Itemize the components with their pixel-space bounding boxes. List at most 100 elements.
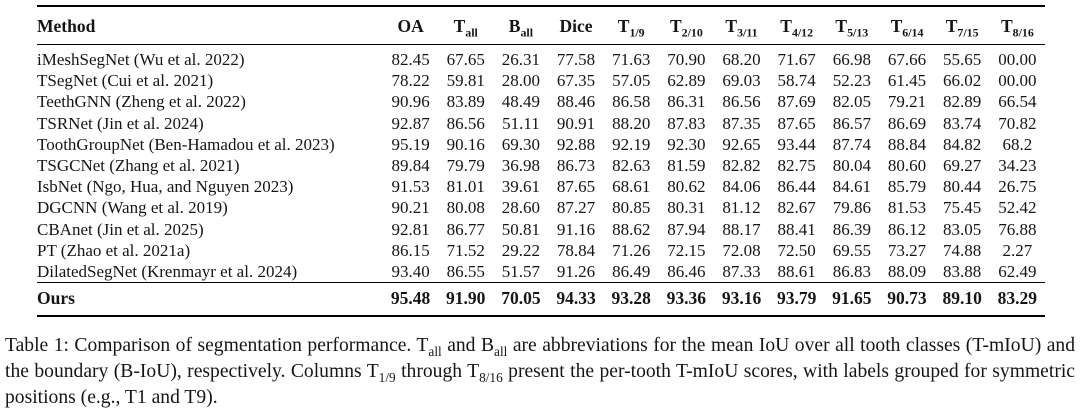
value-cell: 88.61 — [777, 262, 816, 282]
table-row: iMeshSegNet (Wu et al. 2022) 82.45 67.65 26… — [37, 45, 1045, 71]
ours-value-cell: 91.90 — [438, 282, 494, 317]
value-cell: 34.23 — [998, 156, 1037, 176]
value-cell: 92.19 — [612, 134, 651, 154]
ours-value-cell: 90.73 — [879, 282, 935, 317]
value-cell: 77.58 — [556, 50, 596, 69]
ours-row: Ours 95.48 91.90 70.05 94.33 93.28 93.36 93.16 9… — [37, 282, 1045, 317]
value-cell: 91.26 — [556, 262, 596, 282]
value-cell: 88.84 — [887, 134, 927, 154]
value-cell: 87.65 — [556, 177, 596, 197]
value-cell: 76.88 — [998, 219, 1037, 239]
column-header: T6/14 — [879, 6, 935, 45]
value-cell: 26.75 — [998, 177, 1037, 197]
value-cell: 92.87 — [391, 113, 430, 133]
value-cell: 58.74 — [777, 71, 816, 91]
value-cell: 68.20 — [722, 50, 761, 69]
value-cell: 72.08 — [722, 240, 761, 260]
value-cell: 86.39 — [832, 219, 871, 239]
value-cell: 80.04 — [832, 156, 871, 176]
value-cell: 82.89 — [943, 92, 982, 112]
value-cell: 82.63 — [612, 156, 651, 176]
value-cell: 51.11 — [502, 113, 540, 133]
header-subscript: 8/16 — [1012, 25, 1034, 40]
method-cell: CBAnet (Jin et al. 2025) — [37, 219, 204, 239]
ours-value-cell: 83.29 — [989, 282, 1045, 317]
value-cell: 90.21 — [391, 198, 430, 218]
value-cell: 95.19 — [391, 134, 430, 154]
caption-subscript: all — [494, 344, 508, 360]
value-cell: 28.60 — [501, 198, 541, 218]
value-cell: 86.56 — [722, 92, 761, 112]
value-cell: 00.00 — [998, 71, 1037, 91]
value-cell: 79.21 — [887, 92, 927, 112]
column-header-method: Method — [37, 6, 383, 45]
header-subscript: 7/15 — [957, 25, 979, 40]
table-row: TSegNet (Cui et al. 2021) 78.22 59.81 28.00… — [37, 70, 1045, 91]
value-cell: 69.55 — [832, 240, 871, 260]
table-body: iMeshSegNet (Wu et al. 2022) 82.45 67.65 26… — [37, 45, 1045, 283]
value-cell: 79.86 — [832, 198, 871, 218]
value-cell: 00.00 — [998, 50, 1037, 69]
value-cell: 78.84 — [556, 240, 596, 260]
value-cell: 71.63 — [612, 50, 651, 69]
value-cell: 81.53 — [887, 198, 927, 218]
value-cell: 83.74 — [943, 113, 982, 133]
value-cell: 87.65 — [777, 113, 816, 133]
ours-value-cell: 95.48 — [383, 282, 439, 317]
value-cell: 68.2 — [1002, 134, 1033, 154]
column-header: Tall — [438, 6, 494, 45]
value-cell: 86.77 — [446, 219, 485, 239]
table-row: TSRNet (Jin et al. 2024) 92.87 86.56 51.11 9… — [37, 113, 1045, 134]
value-cell: 69.27 — [943, 156, 982, 176]
value-cell: 86.69 — [887, 113, 927, 133]
value-cell: 92.88 — [556, 134, 596, 154]
value-cell: 89.84 — [391, 156, 430, 176]
table-caption: Table 1: Comparison of segmentation perf… — [5, 335, 1075, 408]
value-cell: 87.69 — [777, 92, 816, 112]
table-header-row: Method OA Tall Ball Dice T1/9 T2/10 T3/11 T4/12 T… — [37, 6, 1045, 45]
value-cell: 86.31 — [667, 92, 706, 112]
value-cell: 28.00 — [501, 71, 541, 91]
value-cell: 59.81 — [446, 71, 485, 91]
value-cell: 81.59 — [667, 156, 706, 176]
value-cell: 74.88 — [943, 240, 982, 260]
value-cell: 82.05 — [832, 92, 871, 112]
header-subscript: 6/14 — [902, 25, 924, 40]
value-cell: 90.91 — [556, 113, 596, 133]
table-row: ToothGroupNet (Ben-Hamadou et al. 2023) 9… — [37, 134, 1045, 155]
method-cell: IsbNet (Ngo, Hua, and Nguyen 2023) — [37, 177, 294, 197]
value-cell: 62.49 — [998, 262, 1037, 282]
column-header: Ball — [493, 6, 549, 45]
column-header: Dice — [548, 6, 604, 45]
header-subscript: 3/11 — [737, 25, 758, 40]
value-cell: 88.62 — [612, 219, 651, 239]
method-cell: TSRNet (Jin et al. 2024) — [37, 113, 204, 133]
value-cell: 70.82 — [998, 113, 1037, 133]
column-header: T1/9 — [603, 6, 659, 45]
value-cell: 82.67 — [777, 198, 816, 218]
value-cell: 72.50 — [777, 240, 816, 260]
value-cell: 84.61 — [832, 177, 871, 197]
ours-method-cell: Ours — [37, 282, 383, 317]
ours-value-cell: 93.36 — [658, 282, 714, 317]
column-header: T8/16 — [989, 6, 1045, 45]
ours-value-cell: 70.05 — [493, 282, 549, 317]
header-subscript: all — [520, 25, 534, 40]
method-cell: TeethGNN (Zheng et al. 2022) — [37, 92, 246, 112]
value-cell: 71.67 — [777, 50, 816, 69]
value-cell: 57.05 — [612, 71, 651, 91]
value-cell: 72.15 — [667, 240, 706, 260]
column-header: T2/10 — [658, 6, 714, 45]
value-cell: 82.75 — [777, 156, 816, 176]
value-cell: 83.05 — [943, 219, 982, 239]
value-cell: 67.35 — [556, 71, 596, 91]
value-cell: 92.30 — [667, 134, 706, 154]
results-table-container: Method OA Tall Ball Dice T1/9 T2/10 T3/11 T4/12 T… — [37, 5, 1045, 318]
table-row: TSGCNet (Zhang et al. 2021) 89.84 79.79 36.… — [37, 155, 1045, 176]
table-row: PT (Zhao et al. 2021a) 86.15 71.52 29.22 78.… — [37, 240, 1045, 261]
value-cell: 92.65 — [722, 134, 761, 154]
value-cell: 68.61 — [612, 177, 651, 197]
value-cell: 69.03 — [722, 71, 761, 91]
value-cell: 92.81 — [391, 219, 430, 239]
column-header: T7/15 — [934, 6, 990, 45]
